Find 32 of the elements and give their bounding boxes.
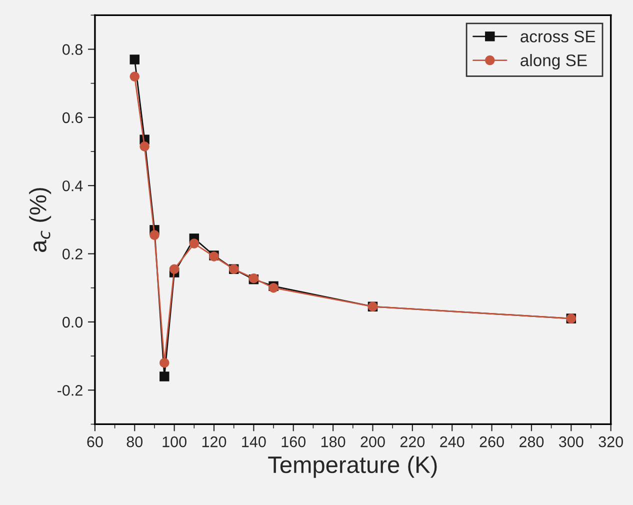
point xyxy=(130,54,140,64)
x-tick-label: 200 xyxy=(360,436,385,448)
point xyxy=(130,72,140,82)
point xyxy=(150,230,160,240)
x-tick-label: 260 xyxy=(480,436,504,448)
x-tick-label: 280 xyxy=(520,436,544,448)
y-tick-label: 0.0 xyxy=(62,316,83,328)
x-tick-label: 180 xyxy=(321,436,346,448)
x-tick-label: 100 xyxy=(162,436,186,448)
y-tick-label: 0.6 xyxy=(62,112,82,124)
legend-label: across SE xyxy=(520,30,596,42)
point xyxy=(140,142,150,152)
point xyxy=(189,238,200,248)
x-tick-label: 120 xyxy=(202,436,226,448)
x-tick-label: 240 xyxy=(440,436,464,448)
x-tick-label: 320 xyxy=(598,436,623,448)
x-tick-label: 60 xyxy=(87,436,103,448)
legend-label: along SE xyxy=(520,54,587,70)
y-tick-label: 0.8 xyxy=(62,44,82,55)
x-tick-label: 160 xyxy=(282,436,306,448)
x-axis-title: Temperature (K) xyxy=(268,456,437,478)
y-tick-label: 0.2 xyxy=(62,248,82,260)
x-tick-label: 300 xyxy=(559,436,584,448)
y-tick-label: 0.4 xyxy=(62,180,83,192)
x-tick-label: 80 xyxy=(126,436,143,448)
x-tick-label: 220 xyxy=(400,436,425,448)
point xyxy=(160,358,170,368)
point xyxy=(169,264,180,274)
x-tick-label: 140 xyxy=(242,436,266,448)
y-axis-title: a$_{c}$ (%) xyxy=(29,188,52,252)
y-tick-label: -0.2 xyxy=(58,384,82,396)
point xyxy=(160,372,170,382)
